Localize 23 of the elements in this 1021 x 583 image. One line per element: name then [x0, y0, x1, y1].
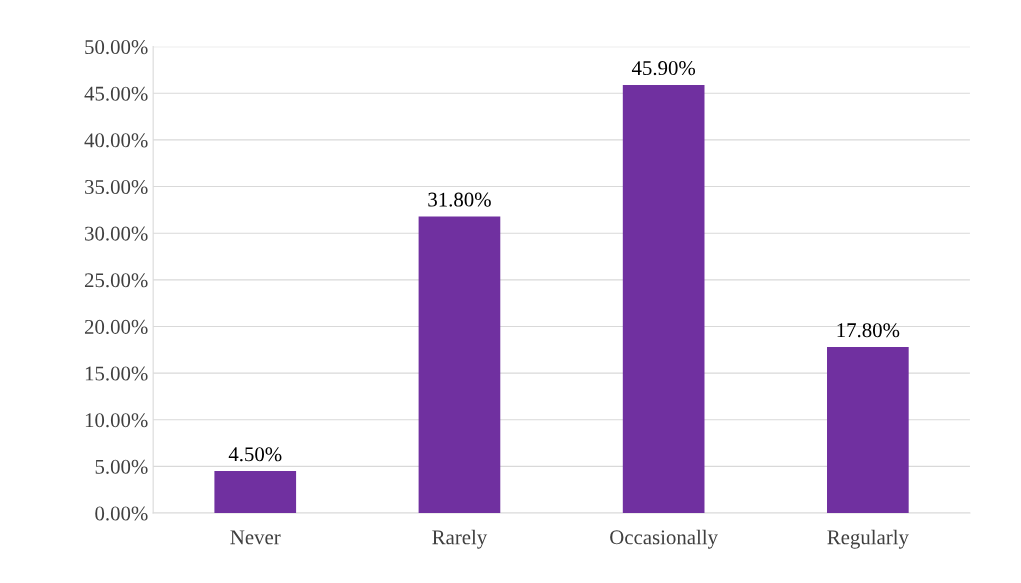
y-tick-label: 0.00% — [95, 506, 148, 521]
data-label: 31.80% — [428, 192, 491, 207]
y-tick-label: 35.00% — [85, 179, 148, 195]
data-label: 4.50% — [228, 447, 282, 462]
bar — [418, 216, 501, 514]
data-label: 17.80% — [837, 323, 900, 338]
y-tick-label: 10.00% — [85, 413, 148, 428]
y-tick-label: 45.00% — [84, 86, 148, 101]
bar — [214, 471, 297, 514]
y-tick-label: 5.00% — [95, 459, 148, 474]
y-tick-label: 50.00% — [85, 40, 148, 55]
y-tick-label: 30.00% — [85, 226, 148, 241]
bar — [827, 347, 909, 514]
y-tick-label: 15.00% — [85, 366, 148, 381]
y-tick-label: 40.00% — [84, 133, 148, 148]
x-tick-label: Rarely — [432, 529, 488, 549]
x-tick-label: Never — [230, 530, 281, 545]
x-tick-label: Occasionally — [610, 529, 718, 549]
data-label: 45.90% — [631, 61, 696, 76]
y-tick-label: 25.00% — [84, 273, 148, 288]
x-tick-label: Regularly — [827, 529, 909, 549]
y-tick-label: 20.00% — [84, 319, 148, 334]
bar — [622, 84, 705, 514]
